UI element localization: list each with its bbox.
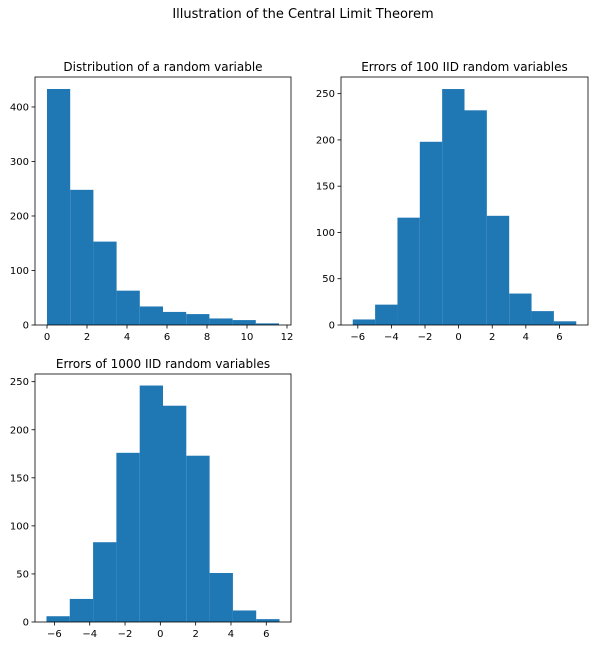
histogram-bar [93, 542, 116, 622]
x-tick-label: 6 [556, 332, 562, 343]
x-tick-label: 6 [263, 629, 269, 640]
histogram-bar [420, 142, 442, 325]
x-tick-label: −4 [384, 332, 399, 343]
histogram-bar [209, 318, 232, 325]
x-tick-label: 2 [192, 629, 198, 640]
histogram-bar [186, 456, 209, 622]
x-tick-label: −6 [47, 629, 62, 640]
y-tick-label: 250 [10, 377, 29, 388]
x-tick-label: 0 [455, 332, 461, 343]
histogram-panel-errors-100: Errors of 100 IID random variables −6 −4 −2… [316, 60, 588, 343]
x-tick-label: 12 [281, 332, 294, 343]
histogram-bar [442, 89, 464, 325]
panel-title: Distribution of a random variable [63, 60, 262, 74]
y-tick-label: 200 [316, 135, 335, 146]
histogram-bar [487, 216, 509, 325]
histogram-bar [70, 190, 93, 325]
x-tick-label: 2 [84, 332, 90, 343]
panel-title: Errors of 1000 IID random variables [56, 357, 270, 371]
histogram-bar [46, 616, 69, 622]
panel-title: Errors of 100 IID random variables [361, 60, 568, 74]
histogram-bar [210, 573, 233, 622]
histogram-panel-errors-1000: Errors of 1000 IID random variables −6 −4 −… [10, 357, 291, 640]
y-tick-label: 0 [23, 618, 29, 629]
histogram-bar [186, 314, 209, 325]
x-tick-label: 4 [228, 629, 234, 640]
x-tick-label: −2 [118, 629, 133, 640]
histogram-bar [140, 386, 163, 622]
x-tick-label: 4 [124, 332, 130, 343]
figure-suptitle: Illustration of the Central Limit Theore… [172, 7, 433, 22]
histogram-bar [353, 319, 375, 325]
x-tick-label: −4 [82, 629, 97, 640]
x-tick-label: −6 [350, 332, 365, 343]
y-tick-label: 100 [316, 228, 335, 239]
histogram-bar [93, 242, 116, 325]
histogram-bar [117, 291, 140, 325]
y-tick-label: 50 [16, 569, 29, 580]
histogram-bar [397, 218, 419, 325]
y-tick-label: 0 [23, 321, 29, 332]
histogram-bar [375, 305, 397, 325]
x-tick-label: 8 [204, 332, 210, 343]
x-tick-label: 4 [523, 332, 529, 343]
histogram-bar [70, 599, 93, 622]
y-tick-label: 150 [10, 473, 29, 484]
histogram-bar [509, 294, 531, 325]
histogram-bar [532, 311, 554, 325]
y-tick-label: 400 [10, 102, 29, 113]
y-tick-label: 100 [10, 521, 29, 532]
histogram-bar [233, 320, 256, 325]
x-tick-label: 2 [489, 332, 495, 343]
y-tick-label: 200 [10, 425, 29, 436]
x-tick-label: −2 [418, 332, 433, 343]
y-tick-label: 200 [10, 211, 29, 222]
histogram-bar [140, 306, 163, 325]
histogram-bar [163, 312, 186, 325]
y-tick-label: 0 [329, 321, 335, 332]
histogram-bar [47, 89, 70, 325]
x-tick-label: 10 [241, 332, 254, 343]
y-tick-label: 250 [316, 89, 335, 100]
x-tick-label: 0 [157, 629, 163, 640]
x-tick-label: 6 [164, 332, 170, 343]
histogram-bar [256, 619, 279, 622]
y-tick-label: 100 [10, 266, 29, 277]
histogram-bar [554, 321, 576, 325]
y-tick-label: 50 [322, 274, 335, 285]
x-tick-label: 0 [44, 332, 50, 343]
histogram-bar [163, 406, 186, 622]
y-tick-label: 300 [10, 157, 29, 168]
y-tick-label: 150 [316, 182, 335, 193]
histogram-panel-distribution: Distribution of a random variable 0 2 4 6 8 10… [10, 60, 293, 343]
histogram-bar [465, 110, 487, 325]
histogram-bar [116, 453, 139, 622]
histogram-bar [233, 610, 256, 622]
